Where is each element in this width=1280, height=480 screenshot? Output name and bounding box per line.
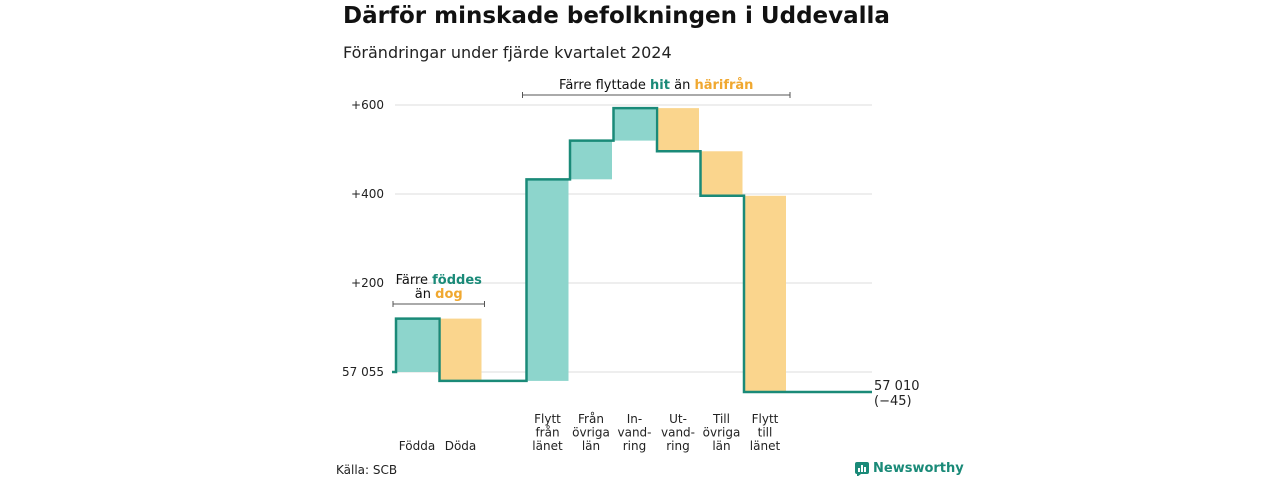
bar-ut-vand-ring	[657, 108, 699, 152]
bar-frånövrigalän	[570, 140, 612, 180]
brand-logo: Newsworthy	[855, 461, 964, 476]
newsworthy-logo-icon	[855, 461, 869, 476]
y-tick-label: 57 055	[342, 365, 384, 379]
brand-name: Newsworthy	[873, 461, 964, 476]
bar-flytttilllänet	[744, 195, 786, 393]
bar-flyttfrånlänet	[526, 179, 569, 381]
x-category-label: Från övriga län	[572, 412, 610, 453]
annotation-births-line1: Färre föddes	[396, 273, 483, 288]
end-value-label: 57 010 (−45)	[874, 379, 920, 409]
y-tick-label: +200	[351, 276, 384, 290]
y-tick-label: +600	[351, 98, 384, 112]
x-category-label: Flytt från länet	[532, 412, 563, 453]
x-category-label: Ut-vand-ring	[661, 412, 695, 453]
x-category-label: Döda	[445, 439, 477, 453]
step-line	[392, 106, 872, 394]
chart-title: Därför minskade befolkningen i Uddevalla	[343, 3, 890, 29]
x-category-label: Födda	[399, 439, 435, 453]
annotation-births-line2: än dog	[415, 287, 463, 302]
x-category-label: In-vand-ring	[617, 412, 651, 453]
bar-in-vand-ring	[613, 108, 656, 141]
bar-tillövrigalän	[700, 151, 743, 196]
x-category-label: Till övriga län	[703, 412, 741, 453]
bar-födda	[396, 318, 438, 372]
chart-subtitle: Förändringar under fjärde kvartalet 2024	[343, 43, 672, 62]
y-tick-label: +400	[351, 187, 384, 201]
x-category-label: Flytt till länet	[750, 412, 781, 453]
bar-döda	[439, 318, 482, 381]
annotation-migration: Färre flyttade hit än härifrån	[559, 78, 753, 93]
source-note: Källa: SCB	[336, 463, 398, 477]
